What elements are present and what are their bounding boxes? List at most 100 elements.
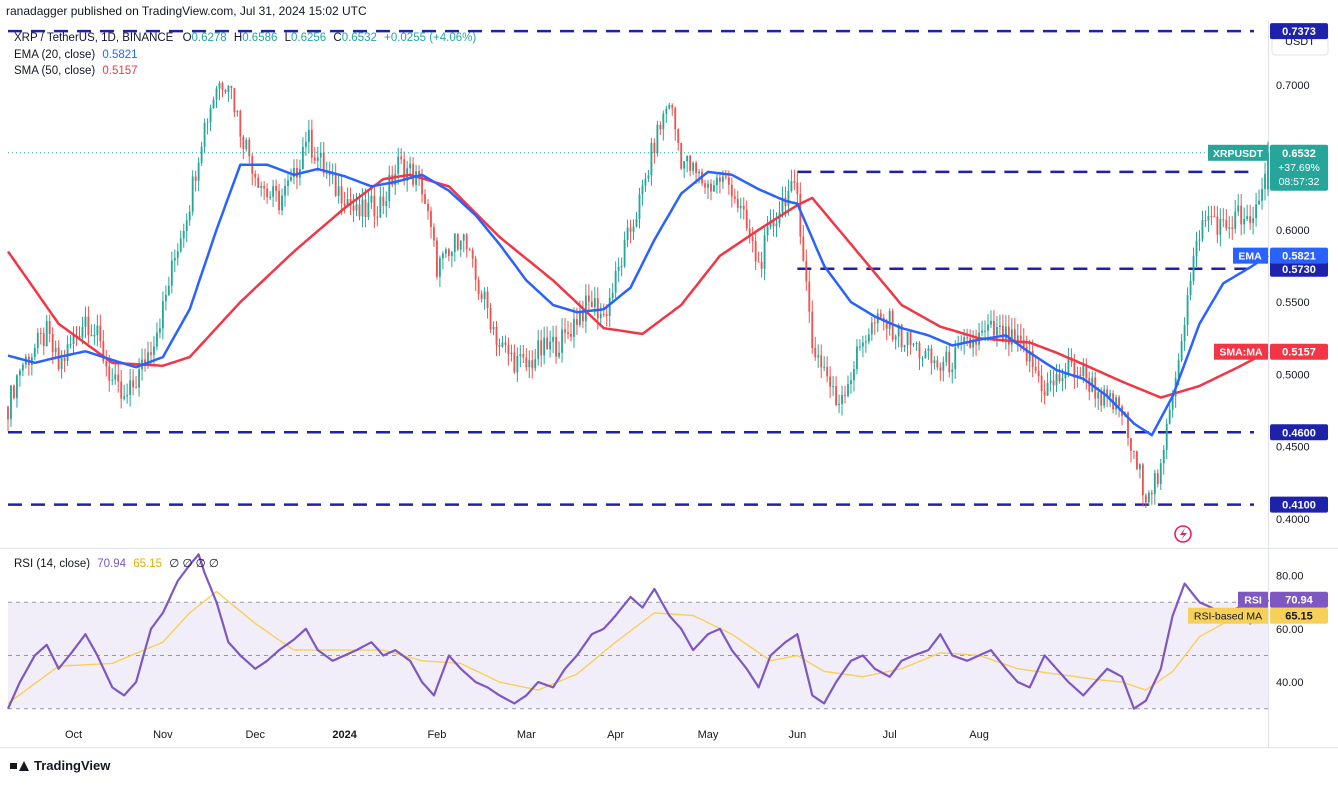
candle-body-120 [364, 199, 367, 217]
candle-body-196 [590, 301, 593, 308]
candle-body-208 [626, 227, 629, 240]
candle-body-43 [135, 387, 138, 389]
candle-body-296 [888, 311, 891, 329]
candle-body-37 [117, 374, 120, 382]
candle-body-177 [534, 359, 537, 369]
candle-body-420 [1258, 200, 1260, 205]
candle-body-152 [459, 240, 462, 250]
candle-body-379 [1136, 451, 1138, 470]
candle-body-299 [897, 324, 900, 337]
candle-body-71 [218, 83, 221, 89]
candle-body-322 [966, 337, 969, 339]
candle-body-158 [477, 279, 480, 295]
candle-body-409 [1225, 220, 1228, 229]
candle-body-22 [72, 335, 75, 345]
candle-body-200 [602, 313, 605, 315]
candle-body-265 [796, 182, 799, 194]
candle-body-3 [16, 375, 18, 399]
candle-body-285 [856, 346, 858, 370]
sma-price-tag [1270, 343, 1328, 360]
candle-body-35 [111, 379, 114, 381]
candle-body-217 [653, 142, 656, 153]
candle-body-389 [1165, 423, 1168, 450]
candle-body-9 [33, 347, 36, 358]
candle-body-287 [861, 342, 864, 347]
candle-body-148 [447, 249, 450, 257]
candle-body-387 [1159, 463, 1162, 485]
candle-body-295 [885, 322, 888, 329]
candle-body-145 [438, 258, 441, 277]
candle-body-4 [18, 370, 21, 376]
candle-body-179 [540, 340, 543, 356]
candle-body-239 [718, 177, 721, 182]
rsi-name-tag [1238, 591, 1268, 608]
flash-icon [1174, 525, 1192, 543]
rsi-value-tag [1270, 591, 1328, 608]
candle-body-140 [424, 194, 426, 204]
candle-body-368 [1103, 389, 1106, 406]
candle-body-234 [704, 183, 706, 188]
candle-body-170 [513, 352, 516, 373]
candle-body-278 [835, 386, 838, 406]
candle-body-58 [179, 238, 182, 252]
candle-body-48 [150, 352, 152, 355]
sma-line [6, 173, 1269, 399]
candle-body-92 [281, 195, 283, 211]
candle-body-133 [403, 159, 406, 181]
candle-body-222 [668, 105, 671, 109]
symbol-legend: XRP / TetherUS, 1D, BINANCE O0.6278 H0.6… [14, 32, 476, 44]
candle-body-141 [427, 203, 429, 212]
candle-body-366 [1097, 392, 1100, 399]
candle-body-361 [1082, 365, 1085, 377]
candle-body-275 [826, 366, 829, 377]
candle-body-414 [1240, 205, 1243, 225]
candle-body-184 [555, 336, 558, 357]
candle-body-341 [1022, 339, 1025, 348]
candle-body-125 [379, 196, 382, 218]
candle-body-14 [48, 321, 51, 334]
candle-body-231 [695, 162, 698, 174]
candle-body-343 [1028, 351, 1031, 362]
candle-body-224 [674, 107, 677, 130]
candle-body-64 [197, 162, 200, 181]
price-tick-4: 0.5000 [1276, 369, 1310, 381]
candle-body-270 [811, 311, 814, 349]
candle-body-75 [230, 85, 233, 89]
candle-body-174 [525, 357, 528, 368]
ema-name-text: EMA [1238, 251, 1262, 263]
candle-body-226 [680, 143, 683, 169]
candle-body-349 [1046, 383, 1049, 396]
rsi-tick-2: 40.00 [1276, 677, 1304, 689]
candle-body-372 [1115, 397, 1118, 410]
rsi-ma-name-text: RSI-based MA [1194, 611, 1262, 623]
candle-body-302 [906, 331, 909, 346]
candle-body-391 [1171, 396, 1174, 410]
candle-body-162 [489, 308, 492, 330]
candle-body-223 [671, 105, 674, 108]
candle-body-65 [200, 146, 203, 163]
candle-body-253 [760, 261, 763, 269]
rsi-ma-line [7, 590, 1269, 704]
candle-body-68 [209, 108, 212, 123]
ohlc-c: 0.6532 [341, 32, 377, 44]
candle-body-69 [212, 99, 215, 109]
candle-body-86 [263, 185, 266, 189]
candle-body-195 [587, 295, 590, 302]
candle-body-316 [948, 351, 951, 373]
candle-body-243 [730, 184, 733, 197]
candle-body-334 [1001, 325, 1004, 342]
candle-body-32 [102, 341, 105, 362]
candle-body-240 [721, 176, 724, 182]
candle-body-238 [716, 177, 718, 186]
candle-body-26 [84, 316, 87, 327]
candle-body-311 [933, 360, 936, 364]
candle-body-273 [820, 355, 823, 368]
candle-body-260 [781, 197, 784, 213]
candle-body-422 [1264, 173, 1266, 190]
candle-body-167 [504, 342, 507, 345]
candle-body-63 [194, 176, 197, 181]
candle-body-101 [307, 129, 310, 142]
candle-body-130 [394, 173, 397, 186]
candle-body-50 [156, 332, 158, 347]
